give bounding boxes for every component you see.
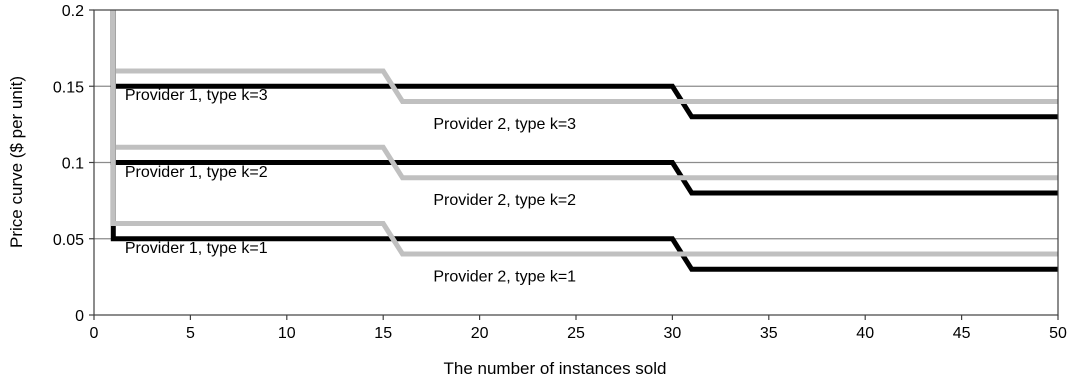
y-tick-label: 0.05 [53,232,84,249]
annotations: Provider 1, type k=3 Provider 2, type k=3… [125,87,576,285]
series-line-6 [110,10,1058,257]
x-tick-label: 50 [1049,325,1067,342]
x-axis-title: The number of instances sold [443,359,666,378]
x-tick-label: 20 [471,325,489,342]
series-group [110,10,1058,272]
x-tick-label: 40 [856,325,874,342]
x-tick-label: 5 [186,325,195,342]
series-annotation: Provider 2, type k=2 [433,192,576,209]
y-tick-label: 0.15 [53,79,84,96]
series-annotation: Provider 2, type k=1 [433,268,576,285]
y-tick-label: 0 [75,308,84,325]
axes [89,9,1059,320]
x-tick-label: 35 [760,325,778,342]
x-tick-label: 10 [278,325,296,342]
y-axis-title: Price curve ($ per unit) [7,76,26,248]
series-annotation: Provider 1, type k=1 [125,240,268,257]
x-tick-label: 30 [664,325,682,342]
x-tick-label: 45 [953,325,971,342]
x-tick-label: 25 [567,325,585,342]
series-annotation: Provider 2, type k=3 [433,116,576,133]
x-tick-label: 0 [90,325,99,342]
x-tick-label: 15 [374,325,392,342]
y-tick-label: 0.1 [62,156,84,173]
series-annotation: Provider 1, type k=3 [125,87,268,104]
y-tick-label: 0.2 [62,3,84,20]
series-annotation: Provider 1, type k=2 [125,164,268,181]
tick-labels: 0 5 10 15 20 25 30 35 40 45 50 0 0.05 0.1 0.15 0.2 [53,3,1067,342]
